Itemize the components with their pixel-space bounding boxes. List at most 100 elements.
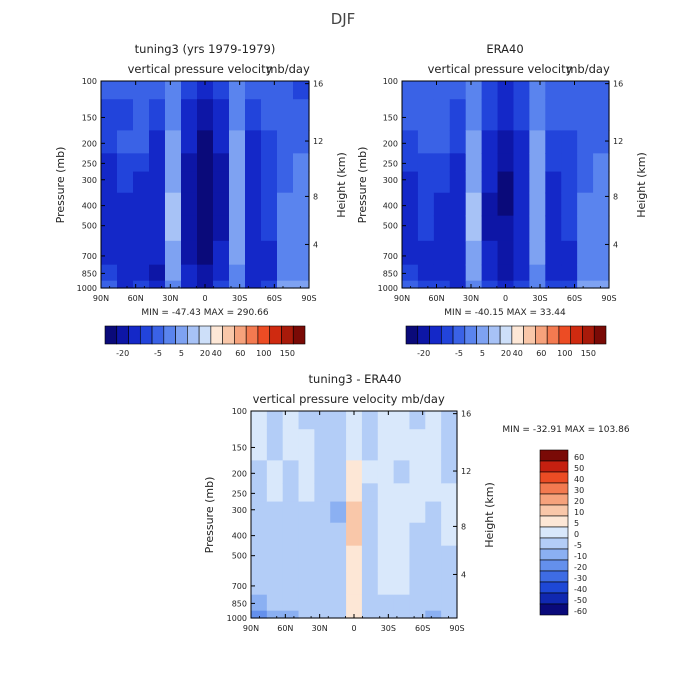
contour-cell (497, 99, 515, 131)
x-tick-label: 90S (601, 294, 616, 303)
y2-axis-label: Height (km) (635, 152, 648, 218)
contour-cell (561, 215, 578, 242)
contour-cell (277, 171, 294, 194)
contour-cell (293, 192, 310, 217)
contour-cell (282, 570, 300, 596)
colorbar-label: 60 (536, 349, 546, 358)
colorbar-label: -10 (574, 552, 587, 561)
colorbar: -20 -5 5 20 40 60 100 150 (405, 325, 607, 358)
contour-cell (441, 429, 458, 461)
contour-cell (261, 99, 278, 131)
contour-cell (277, 153, 294, 173)
contour-cell (449, 171, 467, 194)
contour-cell (377, 610, 395, 619)
contour-cell (393, 610, 411, 619)
contour-cell (277, 99, 294, 131)
y-tick-label: 250 (82, 159, 97, 168)
contour-cell (417, 153, 435, 173)
contour-field (402, 81, 610, 289)
contour-cell (433, 240, 451, 266)
contour-cell (481, 153, 499, 173)
contour-cell (377, 460, 395, 484)
contour-cell (393, 501, 411, 524)
contour-cell (149, 264, 166, 282)
contour-cell (593, 264, 610, 282)
contour-cell (402, 81, 419, 100)
axes: 100 150 200 250 300 400 500 700 850 1000 16 12 8 4 90N… (227, 407, 472, 633)
y2-tick-label: 12 (461, 467, 471, 476)
contour-cell (393, 460, 411, 484)
contour-cell (561, 264, 578, 282)
contour-cell (361, 545, 379, 572)
contour-cell (409, 460, 426, 484)
contour-cell (117, 280, 134, 289)
contour-cell (433, 99, 451, 131)
contour-cell (101, 215, 118, 242)
contour-cell (529, 99, 546, 131)
contour-cell (181, 215, 198, 242)
colorbar-swatch (539, 493, 569, 506)
colorbar-label: -20 (116, 349, 129, 358)
colorbar-swatch (539, 570, 569, 583)
contour-cell (330, 460, 347, 484)
contour-cell (298, 594, 315, 612)
colorbar-label: 20 (501, 349, 511, 358)
colorbar-swatch (104, 325, 118, 345)
axes: 100 150 200 250 300 400 500 700 850 1000 16 12 8 4 90N… (77, 77, 324, 303)
colorbar-swatch (558, 325, 572, 345)
contour-cell (229, 153, 246, 173)
contour-cell (577, 215, 594, 242)
contour-cell (441, 610, 458, 619)
contour-cell (330, 545, 347, 572)
contour-cell (251, 501, 268, 524)
contour-cell (545, 240, 562, 266)
contour-cell (529, 130, 546, 154)
contour-cell (197, 240, 214, 266)
contour-cell (393, 429, 411, 461)
colorbar-swatch (139, 325, 153, 345)
min-max-stats: MIN = -47.43 MAX = 290.66 (141, 308, 268, 318)
colorbar-swatch (210, 325, 223, 345)
x-tick-label: 60N (128, 294, 144, 303)
contour-cell (261, 215, 278, 242)
colorbar-swatch (257, 325, 271, 345)
contour-cell (465, 192, 483, 217)
contour-cell (117, 264, 134, 282)
contour-cell (402, 215, 419, 242)
contour-cell (593, 280, 610, 289)
contour-cell (261, 171, 278, 194)
contour-cell (425, 483, 442, 503)
contour-cell (165, 130, 182, 154)
y-tick-label: 150 (82, 113, 97, 122)
contour-cell (361, 429, 379, 461)
contour-cell (361, 610, 379, 619)
contour-cell (449, 81, 467, 100)
contour-cell (561, 130, 578, 154)
colorbar-label: 40 (212, 349, 222, 358)
contour-cell (393, 411, 411, 430)
y-tick-label: 200 (383, 139, 398, 148)
contour-cell (101, 192, 118, 217)
contour-cell (314, 545, 331, 572)
contour-cell (346, 429, 363, 461)
panel-obs: ERA40 vertical pressure velocity mb/day … (356, 42, 648, 358)
y-tick-label: 300 (232, 506, 247, 515)
contour-cell (433, 280, 451, 289)
contour-cell (245, 280, 262, 289)
y2-tick-label: 16 (613, 80, 623, 89)
colorbar-label: 60 (235, 349, 245, 358)
colorbar-swatch (539, 581, 569, 594)
contour-cell (266, 460, 284, 484)
contour-cell (393, 483, 411, 503)
contour-cell (330, 483, 347, 503)
contour-cell (266, 411, 284, 430)
contour-cell (261, 130, 278, 154)
colorbar-label: 20 (574, 497, 584, 506)
contour-cell (282, 483, 300, 503)
x-tick-label: 30N (463, 294, 479, 303)
contour-cell (251, 545, 268, 572)
contour-cell (377, 429, 395, 461)
contour-cell (481, 264, 499, 282)
contour-cell (465, 171, 483, 194)
contour-cell (330, 610, 347, 619)
